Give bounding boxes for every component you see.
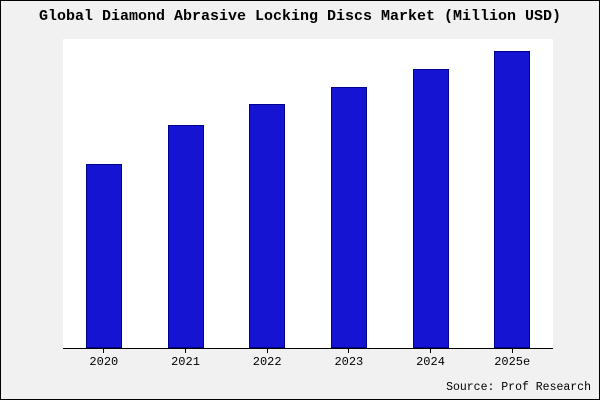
x-label-slot: 2024: [390, 349, 472, 369]
x-label-slot: 2021: [145, 349, 227, 369]
axis-tick: [348, 349, 350, 353]
bar-slot: [145, 39, 227, 348]
x-tick-label: 2021: [171, 355, 200, 369]
bar-2022: [249, 104, 286, 348]
bar-slot: [63, 39, 145, 348]
x-tick-label: 2024: [416, 355, 445, 369]
x-tick-label: 2025e: [494, 355, 531, 369]
axis-tick: [430, 349, 432, 353]
x-axis-labels: 2020 2021 2022 2023 2024 2025e: [63, 349, 553, 369]
bar-2023: [330, 86, 367, 348]
x-label-slot: 2022: [226, 349, 308, 369]
bar-2025e: [494, 50, 531, 348]
bar-slot: [471, 39, 553, 348]
plot-area: [63, 39, 553, 349]
bar-2020: [85, 163, 122, 348]
axis-tick: [266, 349, 268, 353]
x-label-slot: 2025e: [471, 349, 553, 369]
bar-slot: [390, 39, 472, 348]
bars-container: [63, 39, 553, 349]
bar-slot: [308, 39, 390, 348]
axis-tick: [103, 349, 105, 353]
source-text: Source: Prof Research: [446, 381, 591, 394]
axis-tick: [511, 349, 513, 353]
bar-slot: [226, 39, 308, 348]
bar-2024: [412, 68, 449, 348]
x-label-slot: 2023: [308, 349, 390, 369]
x-tick-label: 2020: [89, 355, 119, 369]
bar-2021: [167, 125, 204, 348]
x-label-slot: 2020: [63, 349, 145, 369]
x-tick-label: 2022: [252, 355, 282, 369]
chart-title: Global Diamond Abrasive Locking Discs Ma…: [38, 8, 562, 25]
axis-tick: [185, 349, 186, 353]
x-tick-label: 2023: [334, 355, 364, 369]
